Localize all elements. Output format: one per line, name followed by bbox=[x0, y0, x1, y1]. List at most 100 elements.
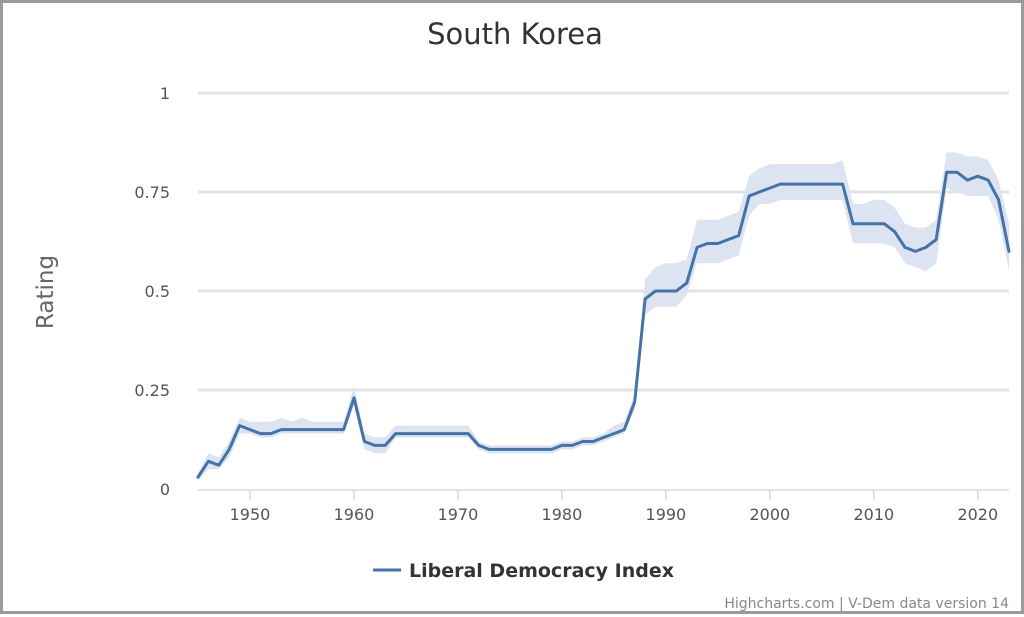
data-point[interactable] bbox=[671, 286, 681, 296]
data-point[interactable] bbox=[775, 179, 785, 189]
x-tick-label: 1960 bbox=[334, 505, 375, 524]
data-point[interactable] bbox=[609, 429, 619, 439]
data-point[interactable] bbox=[474, 440, 484, 450]
data-point[interactable] bbox=[453, 429, 463, 439]
data-point[interactable] bbox=[661, 286, 671, 296]
data-point[interactable] bbox=[411, 429, 421, 439]
data-point[interactable] bbox=[328, 425, 338, 435]
series-line-liberal-democracy-index[interactable] bbox=[196, 170, 1011, 479]
data-point[interactable] bbox=[817, 179, 827, 189]
data-point[interactable] bbox=[630, 397, 640, 407]
data-point[interactable] bbox=[755, 187, 765, 197]
data-point[interactable] bbox=[193, 472, 203, 482]
data-point[interactable] bbox=[276, 425, 286, 435]
data-point[interactable] bbox=[703, 239, 713, 249]
data-point[interactable] bbox=[744, 191, 754, 201]
data-point[interactable] bbox=[349, 393, 359, 403]
data-point[interactable] bbox=[838, 179, 848, 189]
data-point[interactable] bbox=[214, 460, 224, 470]
data-point[interactable] bbox=[297, 425, 307, 435]
data-point[interactable] bbox=[952, 167, 962, 177]
data-point[interactable] bbox=[287, 425, 297, 435]
data-point[interactable] bbox=[827, 179, 837, 189]
x-tick-label: 2010 bbox=[853, 505, 894, 524]
data-point[interactable] bbox=[515, 444, 525, 454]
data-point[interactable] bbox=[443, 429, 453, 439]
data-point[interactable] bbox=[339, 425, 349, 435]
y-axis-ticks: 0 0.25 0.5 0.75 1 bbox=[134, 84, 170, 499]
data-point[interactable] bbox=[578, 437, 588, 447]
data-point[interactable] bbox=[370, 440, 380, 450]
data-point[interactable] bbox=[723, 235, 733, 245]
data-point[interactable] bbox=[983, 175, 993, 185]
data-point[interactable] bbox=[307, 425, 317, 435]
data-point[interactable] bbox=[495, 444, 505, 454]
data-point[interactable] bbox=[484, 444, 494, 454]
data-point[interactable] bbox=[599, 433, 609, 443]
data-point[interactable] bbox=[931, 235, 941, 245]
data-point[interactable] bbox=[391, 429, 401, 439]
data-point[interactable] bbox=[994, 195, 1004, 205]
y-tick-label: 0.5 bbox=[145, 282, 170, 301]
data-point[interactable] bbox=[266, 429, 276, 439]
data-point[interactable] bbox=[713, 239, 723, 249]
data-point[interactable] bbox=[505, 444, 515, 454]
y-tick-label: 0.25 bbox=[134, 381, 170, 400]
data-point[interactable] bbox=[806, 179, 816, 189]
chart-title: South Korea bbox=[427, 17, 603, 51]
data-point[interactable] bbox=[942, 167, 952, 177]
data-point[interactable] bbox=[765, 183, 775, 193]
data-point[interactable] bbox=[526, 444, 536, 454]
data-point[interactable] bbox=[547, 444, 557, 454]
data-point[interactable] bbox=[463, 429, 473, 439]
data-point[interactable] bbox=[422, 429, 432, 439]
data-point[interactable] bbox=[203, 456, 213, 466]
data-point[interactable] bbox=[255, 429, 265, 439]
credits-link[interactable]: Highcharts.com | V-Dem data version 14 bbox=[724, 596, 1009, 612]
y-tick-label: 0.75 bbox=[134, 183, 170, 202]
data-point[interactable] bbox=[796, 179, 806, 189]
data-point[interactable] bbox=[890, 227, 900, 237]
data-point[interactable] bbox=[359, 437, 369, 447]
data-point[interactable] bbox=[962, 175, 972, 185]
legend-label: Liberal Democracy Index bbox=[409, 560, 674, 582]
data-point[interactable] bbox=[401, 429, 411, 439]
x-tick-label: 2020 bbox=[957, 505, 998, 524]
data-point[interactable] bbox=[692, 242, 702, 252]
data-point[interactable] bbox=[245, 425, 255, 435]
data-point[interactable] bbox=[973, 171, 983, 181]
data-point[interactable] bbox=[380, 440, 390, 450]
data-point[interactable] bbox=[536, 444, 546, 454]
x-tick-label: 1990 bbox=[646, 505, 687, 524]
data-point[interactable] bbox=[869, 219, 879, 229]
data-point[interactable] bbox=[848, 219, 858, 229]
x-tick-label: 1970 bbox=[438, 505, 479, 524]
data-point[interactable] bbox=[786, 179, 796, 189]
data-point[interactable] bbox=[224, 444, 234, 454]
data-point[interactable] bbox=[640, 294, 650, 304]
data-point[interactable] bbox=[432, 429, 442, 439]
data-point[interactable] bbox=[235, 421, 245, 431]
y-tick-label: 0 bbox=[160, 480, 170, 499]
data-point[interactable] bbox=[910, 246, 920, 256]
data-point[interactable] bbox=[567, 440, 577, 450]
data-point[interactable] bbox=[858, 219, 868, 229]
data-point[interactable] bbox=[900, 242, 910, 252]
data-point[interactable] bbox=[318, 425, 328, 435]
data-point[interactable] bbox=[921, 242, 931, 252]
data-point[interactable] bbox=[557, 440, 567, 450]
chart-svg: South Korea Rating 0 0.25 0.5 0.75 1 1950 196… bbox=[33, 17, 1014, 612]
x-tick-label: 1980 bbox=[542, 505, 583, 524]
data-point[interactable] bbox=[1004, 246, 1014, 256]
x-tick-label: 1950 bbox=[230, 505, 271, 524]
legend-item-liberal-democracy-index[interactable]: Liberal Democracy Index bbox=[373, 560, 674, 582]
series-line-group[interactable] bbox=[193, 167, 1014, 482]
data-point[interactable] bbox=[619, 425, 629, 435]
x-axis-ticks: 1950 1960 1970 1980 1990 2000 2010 2020 bbox=[230, 490, 998, 524]
data-point[interactable] bbox=[879, 219, 889, 229]
data-point[interactable] bbox=[682, 278, 692, 288]
data-point[interactable] bbox=[734, 231, 744, 241]
data-point[interactable] bbox=[651, 286, 661, 296]
data-point[interactable] bbox=[588, 437, 598, 447]
